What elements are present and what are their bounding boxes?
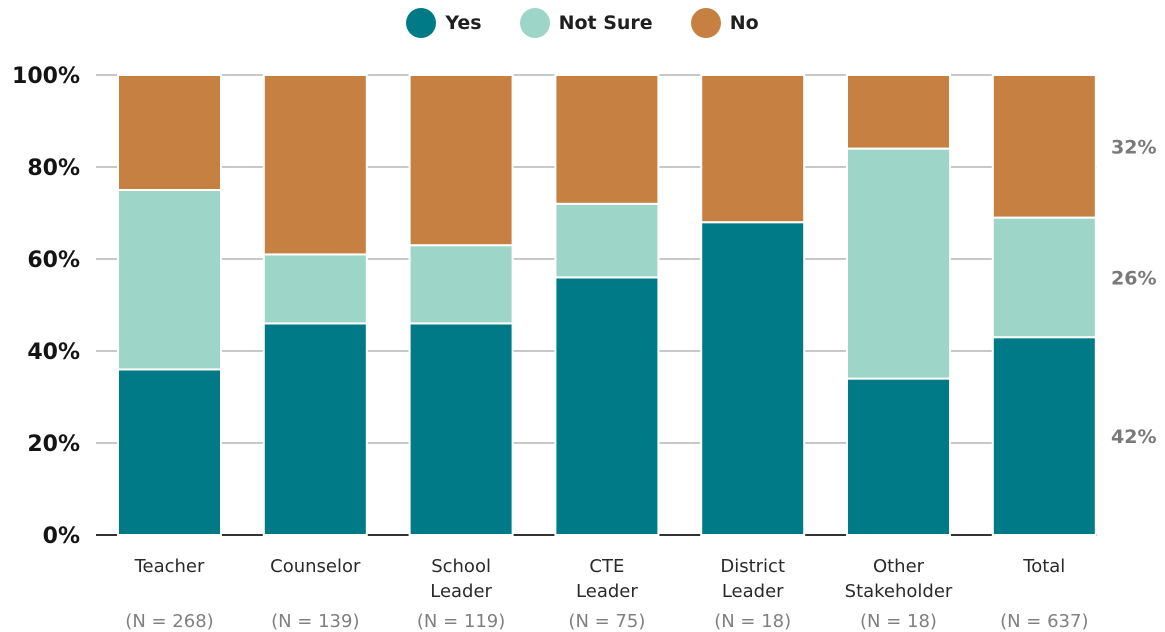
x-category-label: Leader	[576, 581, 638, 602]
bar-segment-yes	[700, 221, 806, 536]
y-tick-label: 0%	[43, 524, 80, 549]
bar-segment-yes	[554, 276, 660, 536]
x-category-label: District	[720, 556, 785, 577]
legend-item-not-sure: Not Sure	[519, 8, 653, 38]
x-category-label: Teacher	[134, 556, 205, 577]
x-sample-size-label: (N = 18)	[714, 611, 791, 632]
x-sample-size-label: (N = 119)	[417, 611, 505, 632]
bar-segment-yes	[846, 377, 951, 536]
x-category-label: CTE	[589, 556, 624, 577]
bar-segment-no	[700, 74, 806, 224]
bar-segment-no	[262, 74, 368, 256]
legend: Yes Not Sure No	[0, 6, 1165, 40]
bar-segment-not-sure	[846, 147, 951, 380]
y-tick-label: 80%	[27, 156, 80, 181]
legend-item-no: No	[690, 8, 759, 38]
x-sample-size-label: (N = 18)	[860, 611, 937, 632]
legend-label-yes: Yes	[445, 12, 482, 34]
bar-segment-no	[408, 74, 514, 247]
legend-swatch-not-sure	[519, 8, 550, 38]
legend-swatch-yes	[406, 8, 437, 38]
x-category-label: Other	[873, 556, 925, 577]
total-percent-label: 32%	[1111, 136, 1156, 158]
total-percent-label: 42%	[1111, 426, 1156, 448]
bar-segment-not-sure	[262, 253, 368, 325]
y-tick-label: 40%	[27, 340, 80, 365]
x-category-label: Total	[1022, 556, 1065, 577]
bar-segment-yes	[408, 322, 514, 536]
bar-segment-yes	[991, 336, 1097, 537]
x-sample-size-label: (N = 75)	[568, 611, 645, 632]
x-sample-size-label: (N = 637)	[1000, 611, 1088, 632]
y-tick-label: 20%	[27, 432, 80, 457]
y-tick-label: 100%	[12, 64, 80, 89]
bar-segment-yes	[262, 322, 368, 536]
y-tick-label: 60%	[27, 248, 80, 273]
legend-label-no: No	[729, 12, 759, 34]
labels-layer: Teacher (N = 268) Counselor (N = 139) School…	[125, 136, 1156, 632]
bar-segment-no	[991, 74, 1097, 219]
x-sample-size-label: (N = 139)	[271, 611, 359, 632]
x-category-label: Leader	[722, 581, 784, 602]
bar-segment-no	[846, 74, 951, 150]
legend-label-not-sure: Not Sure	[558, 12, 653, 34]
total-percent-label: 26%	[1111, 267, 1156, 289]
x-category-label: Stakeholder	[845, 581, 953, 602]
bar-segment-no	[554, 74, 660, 205]
bar-segment-not-sure	[554, 202, 660, 279]
bar-segment-yes	[117, 368, 222, 536]
legend-swatch-no	[690, 8, 721, 38]
bar-segment-no	[117, 74, 222, 191]
bar-segment-not-sure	[991, 216, 1097, 339]
x-sample-size-label: (N = 268)	[125, 611, 213, 632]
x-category-label: Counselor	[270, 556, 361, 577]
x-category-label: School	[431, 556, 491, 577]
legend-item-yes: Yes	[406, 8, 482, 38]
bar-segment-not-sure	[408, 244, 514, 325]
bar-segment-not-sure	[117, 189, 222, 371]
x-category-label: Leader	[430, 581, 492, 602]
bars-layer	[117, 74, 1097, 537]
